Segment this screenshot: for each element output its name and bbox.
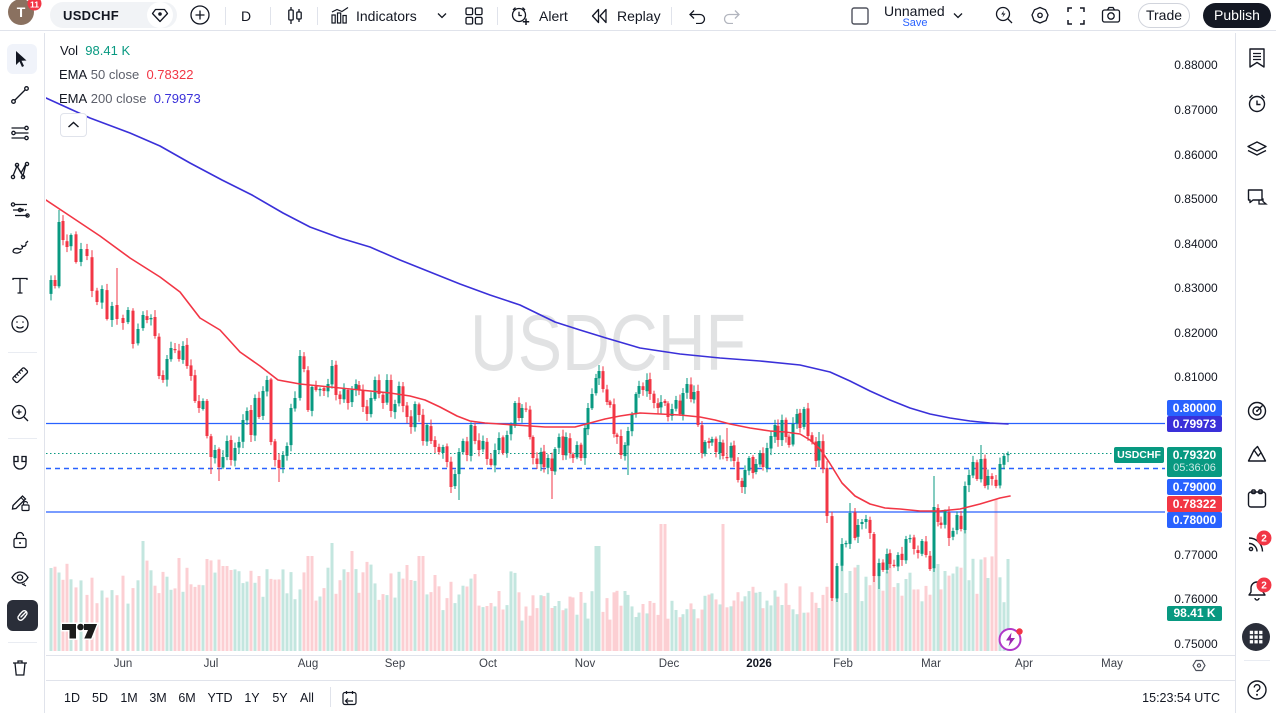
svg-text:11: 11 xyxy=(30,0,39,10)
svg-text:2: 2 xyxy=(1261,534,1267,545)
svg-text:2: 2 xyxy=(1261,581,1267,592)
svg-text:T: T xyxy=(17,4,26,20)
svg-text:USDCHF: USDCHF xyxy=(470,298,746,387)
